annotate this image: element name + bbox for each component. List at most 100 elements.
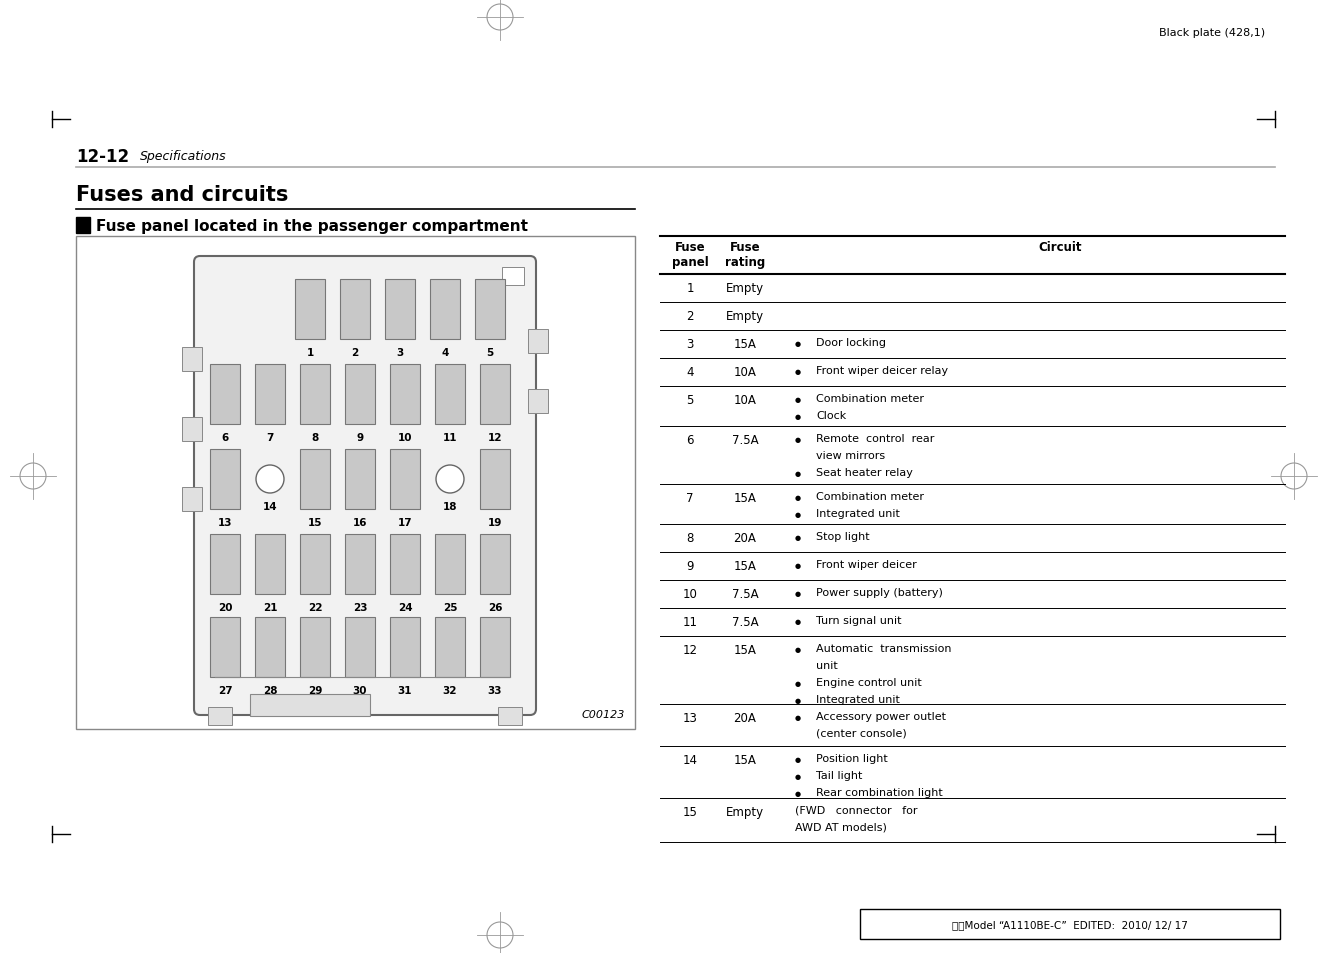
- Text: 20: 20: [218, 602, 232, 613]
- Text: Fuse
rating: Fuse rating: [725, 241, 766, 269]
- Text: 6: 6: [222, 433, 228, 442]
- Bar: [300, 618, 330, 678]
- Text: 12: 12: [488, 433, 502, 442]
- Text: 6: 6: [686, 434, 694, 447]
- Text: 33: 33: [488, 685, 502, 696]
- Text: Stop light: Stop light: [816, 532, 869, 541]
- Text: 7.5A: 7.5A: [731, 434, 758, 447]
- Bar: [182, 417, 202, 441]
- Bar: [300, 450, 330, 510]
- Bar: [435, 365, 464, 424]
- Text: 20A: 20A: [734, 711, 756, 724]
- Text: 25: 25: [443, 602, 458, 613]
- Text: 26: 26: [488, 602, 502, 613]
- Text: 20A: 20A: [734, 532, 756, 544]
- Text: C00123: C00123: [581, 709, 625, 720]
- Text: ●: ●: [795, 471, 802, 476]
- Text: (FWD   connector   for: (FWD connector for: [795, 805, 917, 815]
- Text: ●: ●: [795, 790, 802, 796]
- Text: 18: 18: [443, 501, 458, 512]
- Bar: [475, 280, 506, 339]
- Text: ●: ●: [795, 414, 802, 419]
- Text: 15A: 15A: [734, 753, 756, 766]
- Text: Empty: Empty: [726, 282, 764, 294]
- Bar: [208, 707, 232, 725]
- FancyBboxPatch shape: [194, 256, 536, 716]
- Bar: [210, 535, 240, 595]
- Text: 15A: 15A: [734, 337, 756, 351]
- Text: 9: 9: [357, 433, 364, 442]
- Bar: [528, 390, 548, 414]
- Text: 15A: 15A: [734, 559, 756, 573]
- Text: Engine control unit: Engine control unit: [816, 678, 922, 687]
- Text: Power supply (battery): Power supply (battery): [816, 587, 943, 598]
- Text: 7.5A: 7.5A: [731, 616, 758, 628]
- Circle shape: [437, 465, 464, 494]
- Text: Rear combination light: Rear combination light: [816, 787, 942, 797]
- Text: Integrated unit: Integrated unit: [816, 509, 900, 518]
- Text: Turn signal unit: Turn signal unit: [816, 616, 901, 625]
- Circle shape: [256, 465, 284, 494]
- Text: 19: 19: [488, 517, 502, 527]
- Bar: [860, 909, 1281, 939]
- Bar: [249, 695, 370, 717]
- Text: ●: ●: [795, 436, 802, 442]
- Bar: [435, 535, 464, 595]
- Text: 7: 7: [686, 492, 694, 504]
- Text: 29: 29: [308, 685, 322, 696]
- Text: 11: 11: [443, 433, 458, 442]
- Bar: [210, 618, 240, 678]
- Text: ●: ●: [795, 562, 802, 568]
- Bar: [76, 218, 90, 233]
- Bar: [295, 280, 325, 339]
- Text: ●: ●: [795, 646, 802, 652]
- Bar: [528, 330, 548, 354]
- Text: Position light: Position light: [816, 753, 888, 763]
- Text: ●: ●: [795, 512, 802, 517]
- Text: Black plate (428,1): Black plate (428,1): [1158, 28, 1265, 38]
- Text: unit: unit: [816, 660, 837, 670]
- Text: 13: 13: [218, 517, 232, 527]
- Text: ●: ●: [795, 590, 802, 597]
- Text: ●: ●: [795, 680, 802, 686]
- Text: 3: 3: [397, 348, 403, 357]
- Text: (center console): (center console): [816, 728, 906, 739]
- Bar: [480, 618, 510, 678]
- Text: 10: 10: [682, 587, 698, 600]
- Text: Combination meter: Combination meter: [816, 394, 924, 403]
- Text: ●: ●: [795, 495, 802, 500]
- Text: Specifications: Specifications: [141, 150, 227, 163]
- Bar: [480, 450, 510, 510]
- Text: Fuse panel located in the passenger compartment: Fuse panel located in the passenger comp…: [96, 219, 528, 233]
- Text: 2: 2: [686, 310, 694, 323]
- Bar: [390, 450, 421, 510]
- Text: 4: 4: [686, 366, 694, 378]
- Bar: [480, 365, 510, 424]
- Text: Door locking: Door locking: [816, 337, 886, 348]
- Text: 16: 16: [353, 517, 368, 527]
- Text: Accessory power outlet: Accessory power outlet: [816, 711, 946, 721]
- Text: 14: 14: [263, 501, 277, 512]
- Bar: [210, 365, 240, 424]
- Text: ●: ●: [795, 369, 802, 375]
- Text: Remote  control  rear: Remote control rear: [816, 434, 934, 443]
- Text: ●: ●: [795, 773, 802, 780]
- Text: 10A: 10A: [734, 366, 756, 378]
- Text: 15: 15: [682, 805, 698, 818]
- Bar: [255, 365, 285, 424]
- Text: 31: 31: [398, 685, 413, 696]
- Text: Fuses and circuits: Fuses and circuits: [76, 185, 288, 205]
- Text: 27: 27: [218, 685, 232, 696]
- Text: ●: ●: [795, 757, 802, 762]
- Text: ●: ●: [795, 698, 802, 703]
- Text: 32: 32: [443, 685, 458, 696]
- Text: 5: 5: [686, 394, 694, 407]
- Bar: [345, 450, 376, 510]
- Text: Fuse
panel: Fuse panel: [671, 241, 709, 269]
- Bar: [435, 618, 464, 678]
- Bar: [76, 236, 636, 729]
- Text: Seat heater relay: Seat heater relay: [816, 468, 913, 477]
- Text: view mirrors: view mirrors: [816, 451, 885, 460]
- Text: Circuit: Circuit: [1038, 241, 1082, 253]
- Bar: [390, 618, 421, 678]
